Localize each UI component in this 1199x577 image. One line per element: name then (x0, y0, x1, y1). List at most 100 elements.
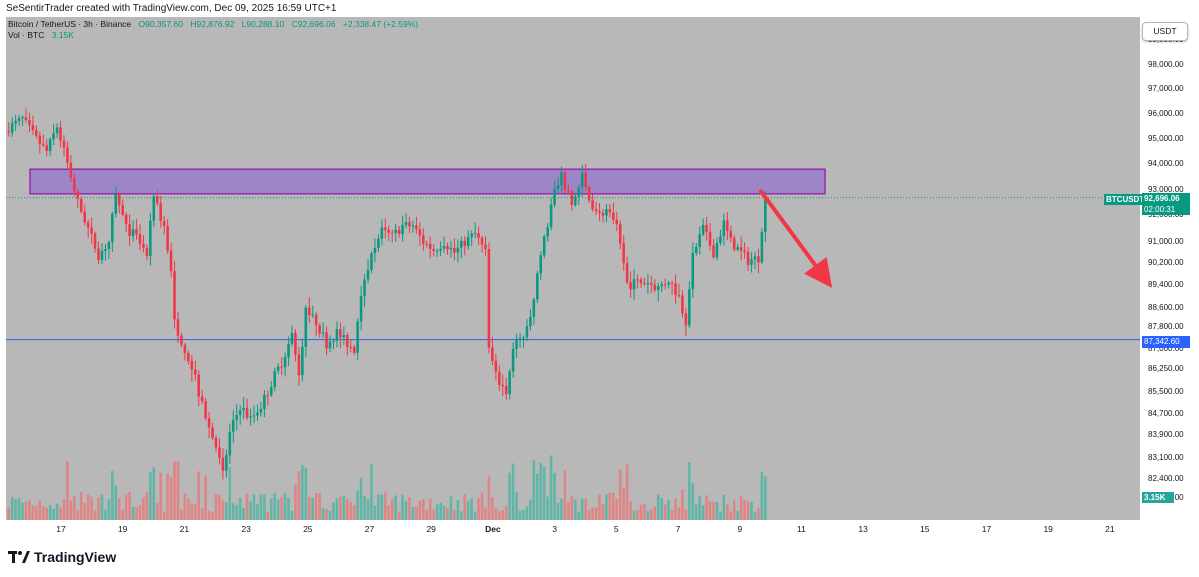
price-axis-label: 95,000.00 (1148, 134, 1184, 143)
candle-body (380, 227, 384, 239)
candle-body (760, 232, 764, 263)
volume-bar (632, 510, 636, 520)
ohlc-change: +2,338.47 (+2.59%) (342, 19, 419, 29)
chart-credit: SeSentirTrader created with TradingView.… (6, 3, 337, 14)
candle-body (273, 371, 276, 388)
volume-row: Vol · BTC 3.15K (8, 30, 418, 41)
volume-bar (639, 504, 643, 520)
volume-bar (574, 499, 577, 520)
candle-body (221, 457, 225, 471)
price-axis-label: 98,000.00 (1148, 60, 1184, 69)
candle-body (311, 314, 314, 316)
candle-body (7, 131, 10, 133)
price-axis-label: 96,000.00 (1148, 109, 1184, 118)
candle-body (245, 407, 249, 418)
candle-body (142, 243, 145, 248)
volume-bar (197, 471, 200, 520)
candle-body (670, 282, 674, 284)
candle-body (539, 255, 543, 274)
candle-body (124, 214, 128, 225)
volume-bar (605, 494, 608, 520)
volume-bar (715, 502, 719, 520)
volume-bar (549, 455, 553, 520)
chart-plot-area[interactable] (6, 17, 1140, 520)
volume-bar (159, 472, 162, 520)
candle-body (726, 220, 729, 231)
candle-body (79, 198, 83, 212)
volume-bar (104, 509, 107, 520)
currency-button[interactable]: USDT (1142, 22, 1188, 41)
volume-bar (345, 499, 349, 520)
price-scale[interactable] (1140, 17, 1192, 520)
volume-bar (518, 510, 522, 520)
volume-bar (218, 494, 221, 520)
volume-bar (660, 497, 663, 520)
volume-bar (539, 463, 543, 520)
volume-bar (321, 508, 325, 520)
candle-body (435, 250, 439, 252)
candle-body (729, 230, 733, 238)
volume-bar (135, 507, 138, 520)
time-scale[interactable] (6, 520, 1140, 540)
volume-bar (93, 510, 97, 520)
candle-body (477, 233, 480, 238)
candle-body (466, 237, 470, 246)
volume-bar (138, 504, 142, 520)
price-axis-label: 86,250.00 (1148, 364, 1184, 373)
volume-bar (466, 501, 470, 520)
volume-bar (694, 503, 698, 520)
candle-body (387, 229, 391, 233)
candle-body (197, 374, 200, 397)
candle-body (660, 284, 663, 287)
price-axis-label: 94,000.00 (1148, 159, 1184, 168)
volume-bar (432, 509, 435, 520)
volume-bar (587, 510, 591, 520)
volume-bar (636, 510, 639, 520)
time-axis-label: 11 (796, 524, 806, 534)
volume-bar (342, 495, 346, 520)
candle-body (701, 224, 705, 235)
symbol-title[interactable]: Bitcoin / TetherUS · 3h · Binance (8, 19, 132, 29)
volume-bar (667, 499, 670, 520)
candle-body (681, 295, 684, 314)
volume-bar (449, 496, 453, 520)
volume-bar (339, 496, 342, 520)
volume-bar (453, 509, 456, 520)
candles (7, 108, 767, 480)
candle-body (152, 196, 156, 221)
time-axis-label: 25 (303, 524, 313, 534)
candle-body (45, 145, 48, 151)
candle-body (252, 415, 256, 417)
candle-body (335, 329, 339, 341)
volume-tag: 3.15K (1142, 492, 1174, 503)
volume-bar (615, 499, 619, 520)
volume-bar (563, 470, 567, 520)
candle-body (287, 343, 290, 358)
candle-body (128, 224, 131, 236)
candle-body (449, 247, 453, 250)
candle-body (14, 120, 17, 124)
volume-bar (656, 494, 660, 520)
candle-body (145, 247, 149, 256)
candle-body (428, 243, 432, 249)
volume-bar (729, 511, 733, 520)
volume-bar (473, 511, 477, 520)
candle-body (404, 222, 408, 226)
candle-body (750, 259, 753, 265)
candle-body (356, 321, 359, 353)
volume-bar (650, 509, 653, 520)
volume-bar (245, 493, 249, 520)
candle-body (504, 386, 508, 395)
volume-bar (401, 494, 404, 520)
volume-bar (456, 500, 460, 520)
candle-body (138, 234, 142, 244)
volume-label[interactable]: Vol · BTC (8, 30, 45, 40)
volume-bar (439, 502, 442, 520)
candle-body (453, 247, 456, 253)
volume-bar (536, 473, 539, 520)
volume-bar (691, 483, 695, 520)
time-axis-label: 15 (920, 524, 930, 534)
volume-bar (86, 494, 90, 520)
candle-body (166, 225, 169, 251)
tradingview-logo[interactable]: TradingView (8, 549, 116, 565)
